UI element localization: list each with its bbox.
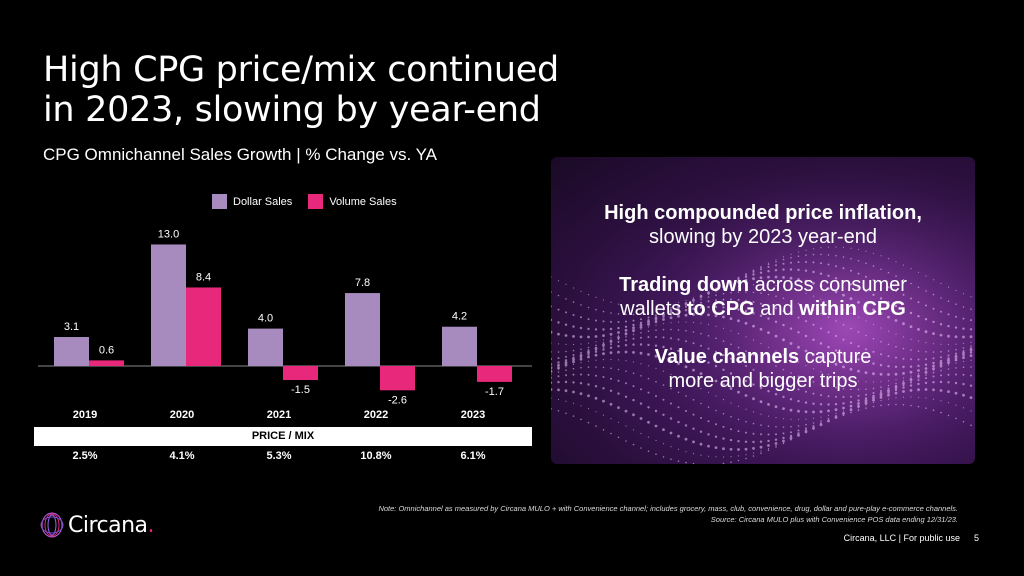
- insight-3: Value channels capture more and bigger t…: [551, 345, 975, 393]
- page-number: 5: [974, 533, 980, 543]
- price-mix-value: 4.1%: [169, 450, 195, 462]
- insight-1-rest: slowing by 2023 year-end: [649, 226, 877, 248]
- bar-dollar-2020: [151, 244, 186, 366]
- insight-1: High compounded price inflation, slowing…: [551, 201, 975, 249]
- year-axis: 2019 2020 2021 2022 2023: [30, 409, 540, 427]
- insight-2-text-2: wallets: [620, 298, 687, 320]
- bar-dollar-2021: [248, 328, 283, 366]
- legend-item-dollar: Dollar Sales: [212, 194, 292, 209]
- year-label: 2020: [169, 409, 195, 421]
- bar-volume-2022: [380, 366, 415, 391]
- bar-volume-2020: [186, 287, 221, 366]
- price-mix-row: 2.5% 4.1% 5.3% 10.8% 6.1%: [30, 450, 540, 468]
- data-label-volume-2023: -1.7: [485, 386, 504, 398]
- data-label-volume-2020: 8.4: [196, 271, 211, 283]
- data-label-dollar-2020: 13.0: [158, 228, 179, 240]
- insight-2-bold-1: Trading down: [619, 274, 750, 296]
- logo-dot: .: [147, 512, 155, 538]
- title-line-2: in 2023, slowing by year-end: [43, 90, 541, 130]
- insight-3-text-1: capture: [799, 346, 872, 368]
- insights-text: High compounded price inflation, slowing…: [551, 201, 975, 417]
- insight-2-bold-3: within CPG: [799, 298, 906, 320]
- page-title: High CPG price/mix continued in 2023, sl…: [43, 50, 683, 130]
- price-mix-header: PRICE / MIX: [34, 427, 532, 446]
- insight-3-bold: Value channels: [654, 346, 800, 368]
- insight-2: Trading down across consumer wallets to …: [551, 273, 975, 321]
- bar-volume-2023: [477, 366, 512, 382]
- insight-1-bold: High compounded price inflation,: [604, 202, 922, 224]
- wave-background: [551, 157, 975, 464]
- insights-panel: High compounded price inflation, slowing…: [551, 157, 975, 464]
- data-label-volume-2022: -2.6: [388, 394, 407, 405]
- legend-swatch-dollar: [212, 194, 227, 209]
- price-mix-value: 2.5%: [72, 450, 98, 462]
- bar-volume-2019: [89, 360, 124, 366]
- data-label-dollar-2019: 3.1: [64, 321, 79, 333]
- price-mix-value: 10.8%: [360, 450, 392, 462]
- price-mix-value: 5.3%: [266, 450, 292, 462]
- data-label-volume-2019: 0.6: [99, 344, 114, 356]
- data-label-dollar-2021: 4.0: [258, 313, 273, 325]
- insight-2-text-3: and: [754, 298, 800, 320]
- footnote-note: Note: Omnichannel as measured by Circana…: [378, 504, 958, 513]
- chart-plot: 3.1 0.6 13.0 8.4 4.0 -1.5 7.8 -2.6 4.2 -1.7: [38, 228, 532, 405]
- title-line-1: High CPG price/mix continued: [43, 50, 559, 90]
- insight-2-bold-2: to CPG: [686, 298, 755, 320]
- bar-volume-2021: [283, 366, 318, 381]
- year-label: 2022: [363, 409, 389, 421]
- year-label: 2021: [266, 409, 292, 421]
- insight-2-text-1: across consumer: [749, 274, 907, 296]
- logo-word: Circana: [68, 512, 148, 538]
- bar-dollar-2019: [54, 337, 89, 366]
- data-label-dollar-2022: 7.8: [355, 277, 370, 289]
- bar-dollar-2023: [442, 326, 477, 366]
- footnote-source: Source: Circana MULO plus with Convenien…: [710, 515, 958, 524]
- footnote: Note: Omnichannel as measured by Circana…: [298, 503, 958, 525]
- data-label-dollar-2023: 4.2: [452, 311, 467, 323]
- sales-growth-chart: Dollar Sales Volume Sales 3.1 0.6 13.0 8.4 4…: [30, 190, 540, 470]
- circana-logo: Circana.: [40, 511, 155, 539]
- bar-dollar-2022: [345, 293, 380, 366]
- chart-subtitle: CPG Omnichannel Sales Growth | % Change …: [43, 145, 438, 164]
- legend-label-volume: Volume Sales: [329, 195, 397, 208]
- insight-3-text-2: more and bigger trips: [668, 370, 858, 392]
- circana-logo-icon: [40, 512, 64, 538]
- logo-text: Circana.: [68, 512, 155, 538]
- data-label-volume-2021: -1.5: [291, 384, 310, 396]
- year-label: 2019: [72, 409, 98, 421]
- footer-text: Circana, LLC | For public use: [843, 533, 960, 543]
- year-label: 2023: [460, 409, 486, 421]
- legend-label-dollar: Dollar Sales: [233, 195, 293, 208]
- chart-legend: Dollar Sales Volume Sales: [212, 194, 397, 209]
- legend-swatch-volume: [308, 194, 324, 209]
- legend-item-volume: Volume Sales: [308, 194, 397, 209]
- price-mix-value: 6.1%: [460, 450, 486, 462]
